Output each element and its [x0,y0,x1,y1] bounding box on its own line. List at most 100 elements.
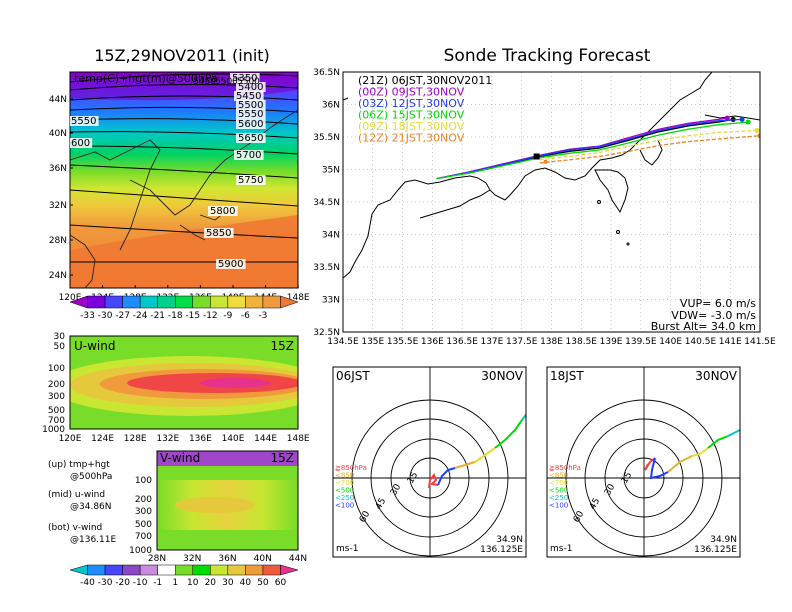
colorbar-swatch [280,295,299,309]
colorbar-swatch [245,295,264,309]
uwind-p-tick: 700 [48,416,65,426]
hodo-curve [649,457,669,480]
uwind-frame [69,335,299,430]
track-legend-entry: (09Z) 18JST,30NOV [358,120,465,133]
hodo-unit: ms-1 [550,544,572,554]
uwind-p-tick: 100 [48,364,65,374]
vwind-lat-tick: 32N [183,554,201,564]
hodo-legend-entry: <500 [549,487,568,495]
hodo-curve [691,447,709,457]
hodo-frame [546,366,741,558]
colorbar-label: -15 [185,311,200,321]
track-lon-tick: 140.5E [685,337,717,347]
legend-note-line: (bot) v-wind [48,523,102,533]
map-lat-tick: 44N [49,95,67,105]
contour-label: 5700 [236,150,261,161]
contour-label-bg [236,133,266,143]
uwind-core [200,378,270,388]
uwind-panel [70,336,298,429]
colorbar-label: -24 [133,311,148,321]
wind-colorbar [69,564,299,576]
uwind-lon-tick: 136E [189,434,212,444]
uwind-lon-ticks: 120E 124E 128E 132E 136E 140E 144E 148E [59,434,310,444]
track-lat-tick: 33.5N [313,263,340,273]
hodo-ring-label: 15 [406,471,420,486]
coastline [70,109,298,288]
track-lon-tick: 141E [719,337,742,347]
colorbar-label: -10 [133,578,148,588]
track-end-point [739,116,745,122]
contour-label: 5900 [218,259,243,270]
vwind-p-tick: 500 [135,520,152,530]
map-lat-tick: 32N [49,201,67,211]
vwind-core [175,497,255,513]
legend-note-sub: @500hPa [70,472,112,482]
contour-label: 5600 [238,119,263,130]
track-series-line [436,118,743,180]
vwind-top [157,451,298,469]
track-series-line [539,129,758,161]
hodo-ring-label: 60 [358,509,373,524]
contour-label: 5550 [71,116,96,127]
contour-label: 5500 [215,77,238,87]
track-lat-tick: 35.5N [313,133,340,143]
hodo-legend-entry: <850 [335,472,354,480]
uwind-p-tick: 50 [54,342,66,352]
colorbar-label: -30 [98,311,113,321]
hodo-legend-entry: <850 [549,472,568,480]
hodo-legend-entry: <100 [549,502,568,510]
hodo-plot [547,367,740,557]
colorbar-label: -20 [115,578,130,588]
vwind-lat-tick: 28N [148,554,166,564]
colorbar-label: 1 [172,578,178,588]
legend-note-sub: @34.86N [70,502,112,512]
uwind-p-tick: 200 [48,380,65,390]
vwind-p-tick: 100 [135,476,152,486]
hodo-legend-entry: <500 [335,487,354,495]
colorbar-label: 10 [187,578,199,588]
vwind-p-tick: 200 [135,495,152,505]
hodo-legend-entry: <250 [549,494,568,502]
contour-label: 5750 [238,175,263,186]
track-series-line [539,135,760,164]
hodo-ring-label: 15 [620,471,634,486]
uwind-lon-tick: 144E [254,434,277,444]
uwind-time: 15Z [271,339,295,353]
uwind-lon-tick: 140E [222,434,245,444]
hodo-curve [521,413,526,421]
vwind-lat-tick: 40N [254,554,272,564]
colorbar-label: -6 [241,311,250,321]
vwind-low [157,530,298,550]
uwind-low [70,418,298,429]
track-title: Sonde Tracking Forecast [444,46,651,66]
legend-note-sub: @136.11E [70,535,116,545]
colorbar-swatch [227,564,246,576]
hodo-ring-label: 45 [374,497,388,512]
lat-ticks: 44N 40N 36N 32N 28N 24N [49,95,73,281]
wind-colorbar-labels: -40 -30 -20 -10 -1 1 10 20 30 40 50 60 [80,578,286,588]
temp-colorbar [69,295,299,309]
track-legend-entry: (21Z) 06JST,30NOV2011 [358,74,492,87]
colorbar-swatch [280,564,299,576]
track-lat-tick: 34.5N [313,198,340,208]
contour-label-bg [208,206,238,216]
hodo-curve [707,435,729,449]
hodo-curve [494,419,523,449]
hodo-ring-label: 60 [572,509,587,524]
contour-label-bg [70,138,93,148]
hodo-curve [454,461,476,469]
vwind-pressure-ticks: 100 200 300 500 700 1000 [129,476,152,556]
colorbar-label: 40 [240,578,252,588]
colorbar-label: -9 [223,311,232,321]
map-label: temp(C)+hgt(m)@500hPa [74,72,218,85]
contour-label-bg [236,119,266,129]
colorbar-swatch [262,564,281,576]
contour-label-bg [216,259,246,269]
colorbar-swatch [192,564,211,576]
uwind-lon-tick: 148E [287,434,310,444]
hodo-legend-entry: <700 [335,479,354,487]
colorbar-label: -1 [153,578,162,588]
track-lon-tick: 138.5E [566,337,598,347]
